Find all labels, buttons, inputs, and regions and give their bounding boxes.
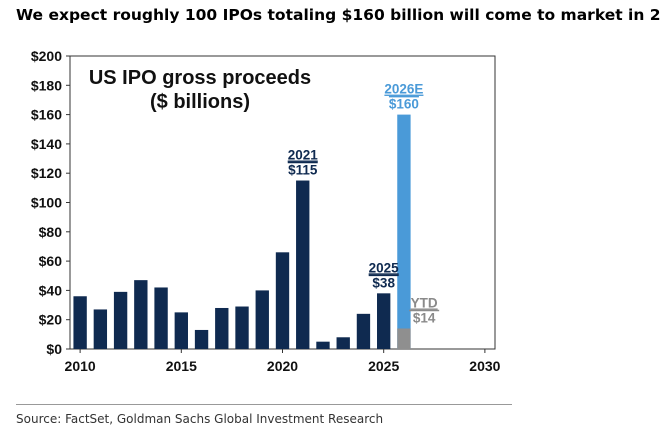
y-tick-label: $140 — [31, 136, 62, 152]
bar-historical — [336, 337, 350, 349]
source-note: Source: FactSet, Goldman Sachs Global In… — [16, 412, 384, 426]
bar-historical — [194, 329, 209, 349]
bar-historical — [215, 307, 229, 349]
y-tick-label: $120 — [31, 165, 62, 181]
bar-historical — [275, 252, 290, 349]
y-tick-label: $20 — [39, 312, 63, 328]
footer-divider — [16, 404, 512, 405]
bar-historical — [296, 180, 310, 349]
y-tick-label: $160 — [31, 107, 62, 123]
bar-historical — [235, 306, 249, 349]
y-tick-label: $200 — [31, 48, 62, 64]
annotation-value: $160 — [389, 97, 419, 112]
axes-layer: $0 $20 $40 $60 $80 $100 $120 $140 $160 $180 $200 20… — [31, 48, 501, 374]
bar-historical — [255, 290, 269, 349]
bar-2026-ytd — [397, 328, 411, 349]
x-tick-label: 2025 — [368, 358, 399, 374]
y-tick-label: $180 — [31, 77, 62, 93]
annotation-label: 2025 — [369, 260, 400, 275]
x-tick-label: 2010 — [65, 358, 96, 374]
bar-historical — [154, 287, 168, 349]
y-tick-label: $40 — [39, 282, 63, 298]
y-tick-label: $80 — [39, 224, 63, 240]
annotation-label: YTD — [411, 295, 438, 310]
bar-historical — [316, 341, 330, 349]
headline: We expect roughly 100 IPOs totaling $160… — [16, 6, 660, 24]
chart-title-line2: ($ billions) — [150, 91, 250, 113]
y-tick-label: $100 — [31, 195, 62, 211]
bar-historical — [134, 280, 148, 349]
bar-historical — [174, 312, 188, 349]
annotation-value: $115 — [288, 163, 318, 178]
bar-historical — [113, 291, 128, 349]
y-tick-label: $60 — [39, 253, 63, 269]
x-tick-label: 2015 — [166, 358, 197, 374]
annotation-label: 2026E — [384, 82, 423, 97]
annotation-label: 2021 — [288, 148, 319, 163]
bar-2026-estimate — [397, 114, 411, 349]
bar-historical — [93, 309, 108, 349]
y-tick-label: $0 — [46, 341, 62, 357]
bar-historical — [356, 313, 371, 349]
annotation-value: $38 — [372, 275, 395, 290]
x-tick-label: 2020 — [267, 358, 298, 374]
bars-layer — [73, 114, 411, 349]
bar-historical — [73, 296, 87, 349]
chart-title-line1: US IPO gross proceeds — [89, 67, 311, 89]
bar-historical — [377, 293, 391, 349]
annotations-layer: 2021$115 2025$38 2026E$160 YTD$14 — [288, 82, 440, 325]
annotation-value: $14 — [413, 310, 436, 325]
x-tick-label: 2030 — [469, 358, 500, 374]
